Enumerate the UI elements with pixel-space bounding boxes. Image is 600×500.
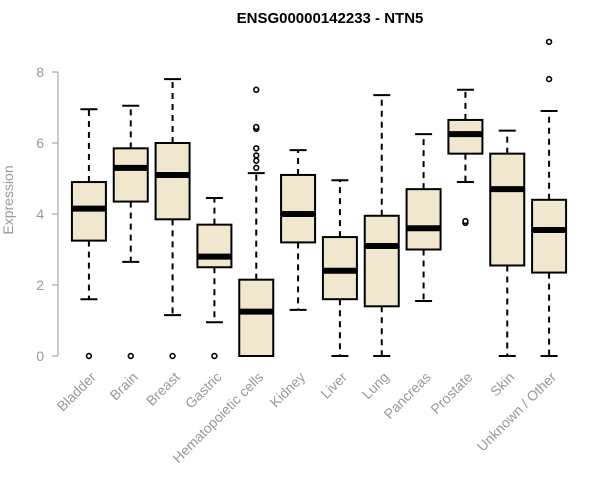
x-tick-label: Pancreas bbox=[381, 369, 434, 422]
y-tick-label: 8 bbox=[36, 64, 44, 80]
y-tick-label: 0 bbox=[36, 348, 44, 364]
box bbox=[531, 198, 568, 274]
y-tick-label: 4 bbox=[36, 206, 44, 222]
x-tick-label: Liver bbox=[317, 369, 350, 402]
box bbox=[154, 142, 191, 221]
outlier-point bbox=[253, 86, 260, 93]
outlier-point bbox=[253, 152, 260, 159]
outlier-point bbox=[253, 164, 260, 172]
box-group bbox=[489, 129, 526, 357]
box bbox=[489, 152, 526, 267]
outlier-point bbox=[545, 38, 553, 46]
outlier-point bbox=[253, 145, 260, 152]
outlier-point bbox=[462, 217, 469, 225]
box-group bbox=[238, 86, 275, 357]
box bbox=[196, 223, 233, 269]
box-group bbox=[447, 88, 484, 227]
x-tick-label: Brain bbox=[106, 369, 140, 403]
box-group bbox=[196, 197, 233, 360]
box-group bbox=[405, 133, 442, 302]
box bbox=[405, 188, 442, 251]
x-tick-label: Unknown / Other bbox=[474, 369, 560, 455]
y-axis: 0 2 4 6 8 bbox=[36, 64, 59, 364]
boxes bbox=[70, 38, 568, 360]
outlier-point bbox=[253, 123, 260, 131]
x-tick-label: Prostate bbox=[427, 369, 475, 417]
chart-title: ENSG00000142233 - NTN5 bbox=[237, 10, 424, 27]
x-tick-label: Breast bbox=[143, 369, 183, 409]
box bbox=[238, 278, 275, 357]
outlier-point bbox=[211, 352, 218, 360]
box bbox=[112, 147, 149, 203]
x-tick-label: Bladder bbox=[54, 369, 100, 415]
box-group bbox=[70, 108, 107, 360]
box-group bbox=[531, 38, 568, 357]
x-tick-label: Skin bbox=[487, 369, 518, 400]
box-group bbox=[321, 179, 358, 357]
box bbox=[280, 173, 317, 244]
box-group bbox=[363, 94, 400, 357]
box bbox=[363, 214, 400, 308]
y-tick-label: 2 bbox=[36, 277, 44, 293]
box-group bbox=[280, 149, 317, 311]
box-group bbox=[154, 78, 191, 360]
y-axis-label: Expression bbox=[0, 165, 16, 234]
outlier-point bbox=[127, 352, 134, 360]
y-tick-label: 6 bbox=[36, 135, 44, 151]
outlier-point bbox=[169, 352, 176, 360]
box-group bbox=[112, 104, 149, 360]
outlier-point bbox=[85, 352, 93, 360]
outlier-point bbox=[545, 75, 553, 83]
x-tick-label: Lung bbox=[359, 369, 392, 402]
outlier-point bbox=[253, 157, 260, 164]
x-tick-label: Kidney bbox=[267, 369, 309, 411]
